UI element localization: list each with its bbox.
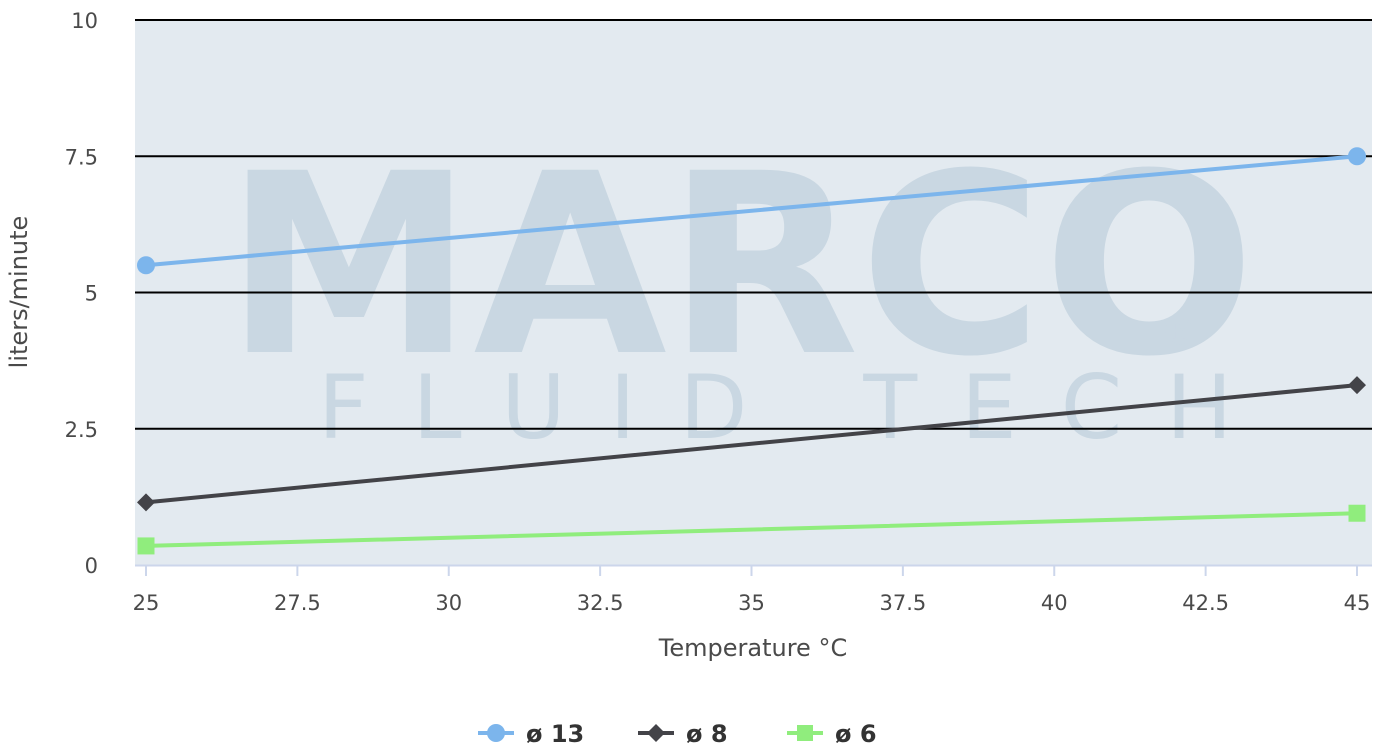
series-3 — [137, 504, 1366, 555]
x-tick-label: 40 — [1041, 591, 1068, 615]
watermark-registered-mark: ® — [1158, 309, 1198, 355]
legend-label: ø 6 — [835, 720, 877, 747]
x-tick-label: 30 — [435, 591, 462, 615]
y-axis-ticks: 0 2.5 5 7.5 10 — [65, 9, 98, 578]
gridlines — [135, 19, 1372, 430]
watermark-logo: MARCO ® FLUID TECH — [225, 120, 1256, 459]
x-axis-title: Temperature °C — [658, 634, 847, 662]
y-tick-label: 10 — [71, 9, 98, 33]
data-point — [1348, 147, 1366, 166]
series-layer — [137, 147, 1366, 555]
series-2 — [137, 376, 1366, 512]
x-tick-label: 42.5 — [1182, 591, 1229, 615]
legend-marker — [487, 724, 505, 742]
y-tick-label: 7.5 — [65, 145, 98, 169]
data-point — [1348, 504, 1366, 522]
legend[interactable]: ø 13 ø 8 ø 6 — [478, 720, 877, 747]
data-point — [137, 493, 155, 512]
legend-item-3[interactable]: ø 6 — [787, 720, 877, 747]
x-tick-label: 25 — [133, 591, 160, 615]
legend-marker — [797, 725, 813, 741]
series-line — [144, 511, 1359, 548]
series-line — [144, 154, 1359, 268]
legend-item-1[interactable]: ø 13 — [478, 720, 584, 747]
x-tick-label: 32.5 — [577, 591, 624, 615]
legend-label: ø 8 — [686, 720, 728, 747]
x-tick-label: 37.5 — [879, 591, 926, 615]
legend-marker — [647, 724, 665, 742]
y-tick-label: 2.5 — [65, 418, 98, 442]
data-point — [137, 256, 155, 275]
watermark-brand: MARCO — [225, 120, 1256, 411]
series-line — [144, 383, 1359, 505]
x-axis-ticks: 25 27.5 30 32.5 35 37.5 40 42.5 45 — [133, 565, 1371, 615]
y-tick-label: 5 — [85, 282, 98, 306]
series-1 — [137, 147, 1366, 275]
x-tick-label: 45 — [1344, 591, 1371, 615]
x-tick-label: 35 — [738, 591, 765, 615]
y-axis-title: liters/minute — [5, 216, 33, 369]
data-point — [1348, 376, 1366, 395]
legend-item-2[interactable]: ø 8 — [638, 720, 728, 747]
legend-label: ø 13 — [526, 720, 584, 747]
x-tick-label: 27.5 — [274, 591, 321, 615]
data-point — [137, 537, 155, 555]
y-tick-label: 0 — [85, 554, 98, 578]
